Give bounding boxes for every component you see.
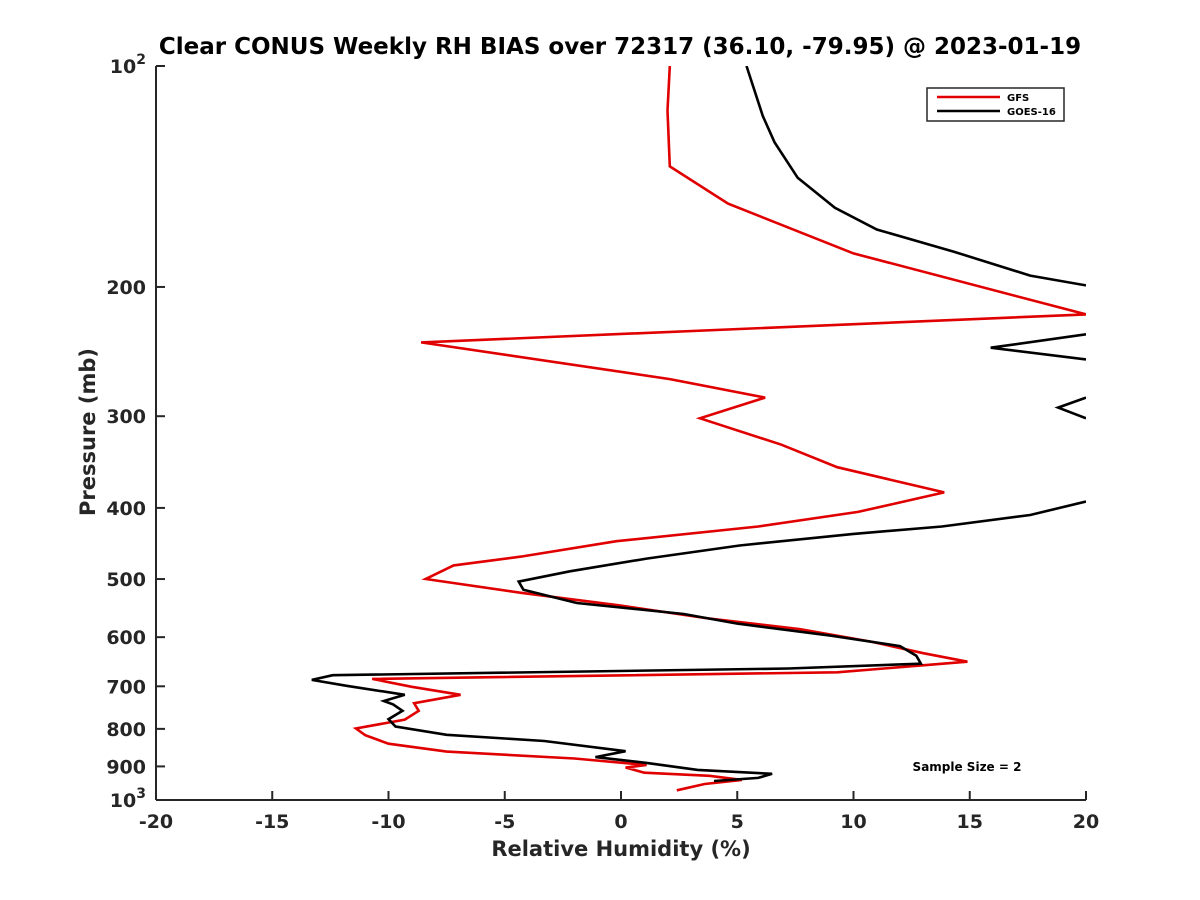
x-tick-label: 0 [614, 811, 627, 833]
legend-label: GFS [1007, 93, 1029, 104]
series-layer [311, 66, 1086, 792]
y-tick-label: 900 [106, 756, 146, 778]
x-tick-label: 15 [957, 811, 983, 833]
series-line-goes-16 [311, 66, 1086, 783]
y-tick-label: 500 [106, 569, 146, 591]
y-tick-label: 103 [110, 786, 146, 812]
chart-title: Clear CONUS Weekly RH BIAS over 72317 (3… [159, 34, 1081, 60]
x-tick-label: -10 [371, 811, 405, 833]
y-axis-title: Pressure (mb) [76, 348, 100, 516]
x-tick-label: -5 [494, 811, 515, 833]
y-tick-label: 700 [106, 676, 146, 698]
x-tick-label: 20 [1073, 811, 1099, 833]
y-tick-label: 600 [106, 627, 146, 649]
legend: GFS GOES-16 [926, 87, 1065, 122]
series-line-gfs [352, 66, 1086, 792]
y-tick-label: 800 [106, 719, 146, 741]
x-tick-label: 5 [731, 811, 744, 833]
sample-size-annotation: Sample Size = 2 [913, 760, 1022, 774]
y-tick-label: 102 [110, 52, 146, 78]
y-tick-label: 200 [106, 277, 146, 299]
x-axis-title: Relative Humidity (%) [491, 837, 750, 861]
x-tick-label: -20 [139, 811, 173, 833]
y-tick-label: 300 [106, 406, 146, 428]
x-tick-label: -15 [255, 811, 289, 833]
legend-label: GOES-16 [1007, 107, 1056, 118]
y-tick-label: 400 [106, 498, 146, 520]
legend-box [926, 87, 1065, 122]
x-tick-label: 10 [840, 811, 866, 833]
axes: -20 -15 -10 -5 0 5 10 15 20 102 200 300 400 500 600 700… [106, 52, 1099, 833]
